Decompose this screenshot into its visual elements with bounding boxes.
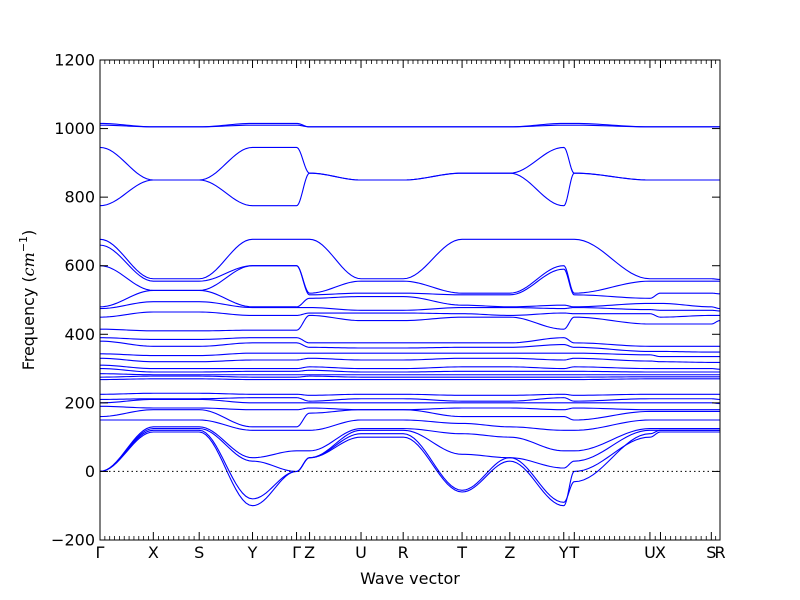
band-line-7 [99, 265, 721, 299]
band-line-27 [99, 426, 720, 472]
y-tick-label: 0 [85, 462, 95, 481]
band-line-30 [99, 431, 720, 507]
plot-area [99, 59, 721, 541]
axes-frame [99, 59, 721, 541]
band-line-29 [99, 429, 720, 503]
y-tick-label: 800 [64, 188, 95, 207]
band-line-19 [99, 375, 720, 378]
band-line-16 [99, 364, 721, 370]
x-tick-label: Y [247, 543, 258, 562]
band-line-8 [99, 289, 721, 310]
band-line-10 [99, 311, 720, 318]
x-tick-label: Γ [292, 543, 301, 562]
y-tick-label: −200 [51, 531, 95, 550]
band-line-12 [99, 337, 720, 347]
band-line-20 [100, 378, 720, 381]
y-tick-label: 400 [64, 325, 95, 344]
band-line-9 [99, 301, 721, 312]
band-line-17 [99, 368, 720, 373]
band-line-28 [99, 428, 720, 472]
band-line-13 [99, 340, 720, 353]
x-tick-label: Y [558, 543, 569, 562]
band-line-24 [99, 405, 720, 411]
x-tick-label: T [568, 543, 579, 562]
band-line-26 [100, 419, 720, 431]
x-tick-label: S [194, 543, 204, 562]
y-axis-ticks: −200 0 200 400 600 800 1000 1200 [51, 51, 720, 550]
band-line-11 [99, 314, 721, 332]
x-tick-label: U [644, 543, 656, 562]
x-tick-label: Z [304, 543, 315, 562]
band-line-22 [99, 397, 721, 402]
y-axis-label-open-paren: ( [19, 276, 38, 287]
y-tick-label: 600 [64, 256, 95, 275]
band-line-6 [99, 244, 720, 294]
x-minor-ticks [104, 60, 717, 540]
band-line-2 [99, 124, 720, 128]
x-tick-label: R [398, 543, 409, 562]
y-axis-label-close-paren: ) [19, 230, 38, 236]
x-axis-label: Wave vector [360, 569, 460, 588]
x-tick-label: T [456, 543, 467, 562]
x-tick-label: Γ [96, 543, 105, 562]
x-axis-tick-labels: Γ X S Y Γ Z U R T Z Y T U X SR [96, 543, 726, 562]
band-line-4 [99, 172, 720, 207]
band-line-14 [99, 352, 720, 358]
x-tick-label: X [655, 543, 666, 562]
y-axis-label-text: Frequency [19, 288, 38, 371]
band-line-25 [99, 409, 720, 428]
x-tick-label: Z [504, 543, 515, 562]
x-tick-label: R [714, 543, 725, 562]
band-line-15 [99, 357, 720, 363]
x-tick-label: X [148, 543, 159, 562]
x-tick-label: S [706, 543, 716, 562]
band-line-23 [99, 398, 720, 405]
y-axis-label-unit: cm [19, 252, 38, 276]
y-tick-label: 1000 [54, 119, 95, 138]
band-line-18 [99, 373, 720, 376]
y-tick-label: 200 [64, 393, 95, 412]
y-axis-label: Frequency (cm−1) [17, 230, 38, 371]
band-line-21 [99, 392, 720, 396]
x-tick-label: U [355, 543, 367, 562]
series-layer [99, 122, 721, 507]
y-axis-label-exponent: −1 [17, 236, 30, 252]
y-tick-label: 1200 [54, 51, 95, 70]
band-line-5 [99, 238, 721, 280]
